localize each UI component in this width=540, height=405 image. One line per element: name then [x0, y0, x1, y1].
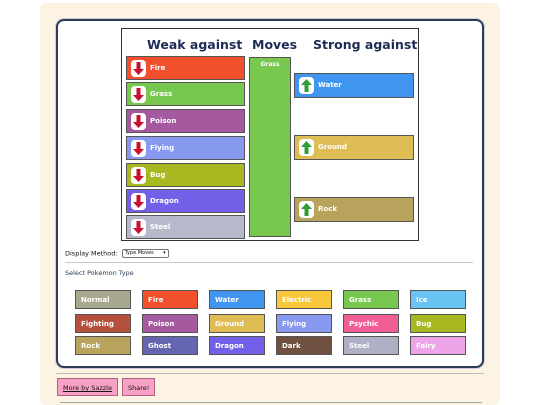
down-arrow-icon	[131, 167, 146, 184]
type-label: Steel	[150, 223, 171, 231]
more-by-sazzle-button[interactable]: More by Sazzle	[57, 378, 118, 396]
type-label: Dragon	[150, 197, 179, 205]
weak-against-row: Bug	[126, 163, 245, 187]
display-method-control: Display Method: Type Moves ▾	[65, 249, 169, 258]
divider	[60, 402, 482, 403]
type-button-flying[interactable]: Flying	[276, 314, 332, 333]
display-method-select[interactable]: Type Moves ▾	[121, 249, 169, 258]
type-label: Poison	[150, 117, 177, 125]
type-button-dragon[interactable]: Dragon	[209, 336, 265, 355]
type-button-fighting[interactable]: Fighting	[75, 314, 131, 333]
divider	[56, 373, 484, 374]
divider	[65, 262, 473, 263]
strong-against-row: Water	[294, 73, 414, 98]
moves-column: Grass	[249, 57, 291, 237]
weak-against-row: Grass	[126, 82, 245, 106]
down-arrow-icon	[131, 86, 146, 103]
select-type-label: Select Pokemon Type	[65, 269, 134, 277]
type-label: Ground	[318, 143, 347, 151]
type-button-poison[interactable]: Poison	[142, 314, 198, 333]
strong-against-row: Ground	[294, 135, 414, 160]
type-button-ghost[interactable]: Ghost	[142, 336, 198, 355]
down-arrow-icon	[131, 219, 146, 236]
weak-against-heading: Weak against	[147, 37, 243, 52]
down-arrow-icon	[131, 140, 146, 157]
type-button-steel[interactable]: Steel	[343, 336, 399, 355]
share-button[interactable]: Share!	[122, 378, 155, 396]
type-button-rock[interactable]: Rock	[75, 336, 131, 355]
weak-against-row: Fire	[126, 56, 245, 80]
type-button-dark[interactable]: Dark	[276, 336, 332, 355]
down-arrow-icon	[131, 60, 146, 77]
type-label: Grass	[150, 90, 173, 98]
display-method-label: Display Method:	[65, 249, 118, 258]
up-arrow-icon	[299, 77, 314, 94]
moves-heading: Moves	[252, 37, 298, 52]
type-button-fire[interactable]: Fire	[142, 290, 198, 309]
down-arrow-icon	[131, 193, 146, 210]
weak-against-row: Flying	[126, 136, 245, 160]
type-button-electric[interactable]: Electric	[276, 290, 332, 309]
type-label: Fire	[150, 64, 166, 72]
type-label: Rock	[318, 205, 338, 213]
type-button-ground[interactable]: Ground	[209, 314, 265, 333]
type-label: Water	[318, 81, 342, 89]
moves-label: Grass	[260, 61, 280, 68]
type-label: Bug	[150, 171, 166, 179]
weak-against-row: Steel	[126, 215, 245, 239]
chevron-down-icon: ▾	[163, 250, 166, 256]
display-method-value: Type Moves	[124, 250, 154, 256]
type-button-psychic[interactable]: Psychic	[343, 314, 399, 333]
strong-against-row: Rock	[294, 197, 414, 222]
type-button-grass[interactable]: Grass	[343, 290, 399, 309]
weak-against-row: Dragon	[126, 189, 245, 213]
weak-against-row: Poison	[126, 109, 245, 133]
type-button-bug[interactable]: Bug	[410, 314, 466, 333]
type-label: Flying	[150, 144, 175, 152]
type-button-ice[interactable]: Ice	[410, 290, 466, 309]
up-arrow-icon	[299, 139, 314, 156]
up-arrow-icon	[299, 201, 314, 218]
type-button-water[interactable]: Water	[209, 290, 265, 309]
strong-against-heading: Strong against	[313, 37, 418, 52]
down-arrow-icon	[131, 113, 146, 130]
type-button-fairy[interactable]: Fairy	[410, 336, 466, 355]
type-button-normal[interactable]: Normal	[75, 290, 131, 309]
